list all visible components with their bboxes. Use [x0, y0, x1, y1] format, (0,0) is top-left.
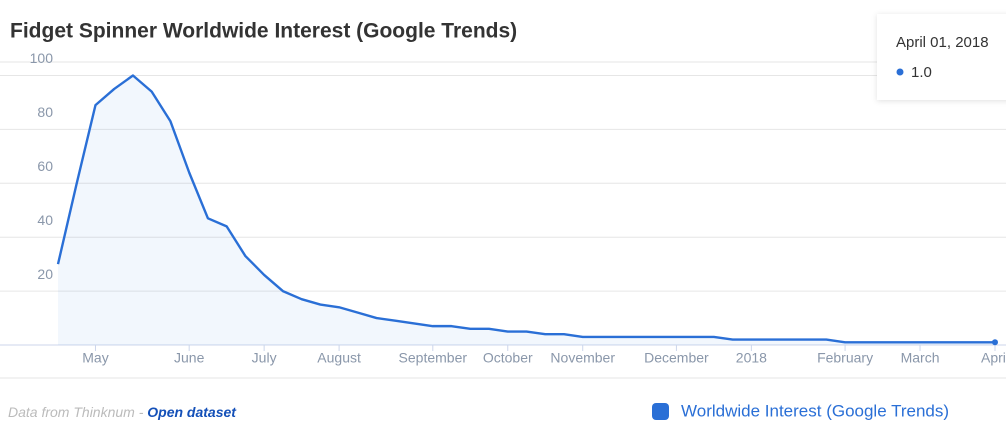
hover-marker — [992, 339, 998, 346]
x-tick-label: February — [817, 350, 873, 366]
x-tick-label: October — [483, 350, 533, 366]
y-tick-label: 20 — [37, 266, 53, 282]
x-tick-label: November — [550, 350, 615, 366]
y-tick-label: 100 — [30, 50, 54, 66]
x-tick-label: August — [317, 350, 361, 366]
y-tick-label: 60 — [37, 158, 53, 174]
area — [58, 75, 995, 345]
y-tick-label: 40 — [37, 212, 53, 228]
credits-text: Data from Thinknum - Open dataset — [8, 404, 237, 420]
x-tick-label: September — [399, 350, 468, 366]
credits-prefix: Data from Thinknum - — [8, 404, 147, 420]
x-tick-label: March — [901, 350, 940, 366]
x-tick-label: June — [174, 350, 205, 366]
tooltip-marker — [896, 68, 904, 76]
line — [56, 74, 995, 344]
tooltip-title: April 01, 2018 — [896, 34, 989, 51]
credits-link[interactable]: Open dataset — [147, 404, 237, 420]
x-tick-label: May — [82, 350, 108, 366]
x-tick-label: 2018 — [736, 350, 767, 366]
x-tick-label: December — [644, 350, 709, 366]
x-tick-label: July — [252, 350, 277, 366]
x-tick-label: April — [981, 350, 1006, 366]
tooltip-value: 1.0 — [911, 64, 932, 81]
y-tick-label: 80 — [37, 104, 53, 120]
tooltip-box — [877, 14, 1006, 100]
tooltip — [877, 14, 1006, 100]
legend-symbol[interactable] — [652, 403, 669, 420]
legend-label[interactable]: Worldwide Interest (Google Trends) — [681, 401, 949, 420]
chart-title: Fidget Spinner Worldwide Interest (Googl… — [10, 20, 517, 43]
plot-area: 20 40 60 80 100 May June July August September Oct… — [0, 50, 1006, 366]
